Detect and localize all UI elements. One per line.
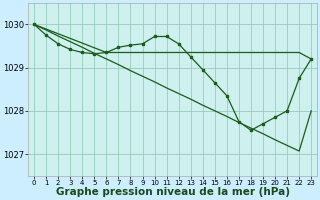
X-axis label: Graphe pression niveau de la mer (hPa): Graphe pression niveau de la mer (hPa) [56, 187, 290, 197]
